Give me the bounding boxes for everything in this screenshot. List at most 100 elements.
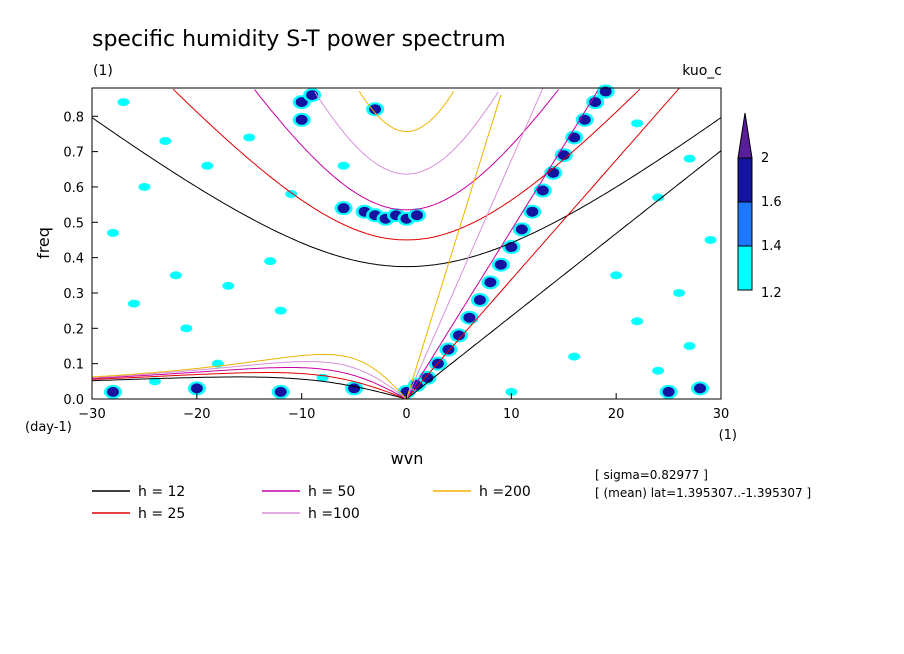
curve-ig-12 [91, 117, 722, 268]
shade-core [473, 295, 486, 306]
curve-ig-25 [172, 88, 641, 241]
shaded-contours [103, 84, 717, 399]
curve-rossby-12 [91, 376, 407, 400]
curve-rossby-200 [91, 353, 407, 400]
shade-core [578, 114, 591, 125]
shade-core [494, 259, 507, 270]
shade-core [507, 389, 515, 395]
y-axis: 0.0 0.1 0.2 0.3 0.4 0.5 0.6 0.7 0.8 [63, 110, 98, 408]
colorbar: 2 1.6 1.4 1.2 [737, 112, 782, 301]
shade-core [570, 354, 578, 360]
shade-core [410, 210, 423, 221]
colorbar-label: 1.2 [761, 286, 782, 301]
legend: h = 12 h = 25 h = 50 h =100 h =200 [92, 484, 531, 522]
shade-core [224, 283, 232, 289]
y-tick-label: 0.2 [63, 322, 84, 337]
shade-core [707, 237, 715, 243]
curve-rossby-100 [91, 361, 407, 400]
shade-core [319, 375, 327, 381]
legend-label: h =100 [308, 506, 360, 522]
x-tick-label: −20 [183, 407, 210, 422]
shade-core [686, 343, 694, 349]
chart-subtitle-right: kuo_c [682, 63, 722, 79]
x-tick-label: −30 [78, 407, 105, 422]
curve-kelvin-25 [406, 88, 680, 400]
shade-core [266, 258, 274, 264]
colorbar-label: 2 [761, 151, 769, 166]
curve-ig-100 [314, 91, 499, 175]
shade-core [295, 97, 308, 108]
x-tick-label: −10 [288, 407, 315, 422]
x-tick-label: 20 [608, 407, 625, 422]
y-tick-label: 0.5 [63, 216, 84, 231]
shade-core [568, 132, 581, 143]
curve-rossby-25 [91, 372, 407, 400]
y-tick-label: 0.4 [63, 252, 84, 267]
curve-kelvin-50 [406, 90, 599, 400]
x-tick-label: 10 [503, 407, 520, 422]
shade-core [277, 308, 285, 314]
shade-core [484, 277, 497, 288]
shade-core [295, 114, 308, 125]
x-tick-label: 0 [402, 407, 410, 422]
annotation-sigma: [ sigma=0.82977 ] [595, 468, 708, 482]
chart-subtitle-left: (1) [93, 63, 113, 79]
plot-background [92, 88, 721, 399]
shade-core [536, 185, 549, 196]
shade-core [557, 150, 570, 161]
curve-ig-200 [358, 91, 455, 133]
shade-core [599, 86, 612, 97]
colorbar-label: 1.6 [761, 195, 782, 210]
shade-core [203, 163, 211, 169]
y-tick-label: 0.6 [63, 181, 84, 196]
shade-core [675, 290, 683, 296]
shade-core [633, 318, 641, 324]
shade-core [421, 372, 434, 383]
shade-core [287, 191, 295, 197]
shade-core [463, 312, 476, 323]
shade-core [452, 330, 465, 341]
shade-core [505, 242, 518, 253]
legend-label: h = 25 [138, 506, 185, 522]
shade-core [109, 230, 117, 236]
y-tick-label: 0.7 [63, 146, 84, 161]
annotation-mean-lat: [ (mean) lat=1.395307..-1.395307 ] [595, 486, 811, 500]
shade-core [274, 386, 287, 397]
y-tick-label: 0.3 [63, 287, 84, 302]
colorbar-arrow [737, 112, 753, 159]
shade-core [633, 120, 641, 126]
plot-area: −30 −20 −10 0 10 20 30 0.00.10.20.30.40.50.60.… [63, 84, 729, 422]
shade-core [337, 203, 350, 214]
shade-core [694, 383, 707, 394]
shade-core [654, 368, 662, 374]
shade-core [526, 206, 539, 217]
shade-core [140, 184, 148, 190]
colorbar-label: 1.4 [761, 239, 782, 254]
y-units-label: (day-1) [25, 420, 72, 435]
shade-core [686, 156, 694, 162]
colorbar-segment [737, 245, 753, 291]
shade-core [515, 224, 528, 235]
shade-core [369, 104, 382, 115]
shade-core [130, 301, 138, 307]
shade-core [190, 383, 203, 394]
shade-core [151, 378, 159, 384]
shade-core [654, 195, 662, 201]
x-axis-label: wvn [391, 449, 424, 468]
shade-core [172, 272, 180, 278]
shade-core [106, 386, 119, 397]
shade-core [245, 134, 253, 140]
y-tick-label: 0.0 [63, 393, 84, 408]
shade-core [442, 344, 455, 355]
shade-core [182, 325, 190, 331]
legend-label: h =200 [479, 484, 531, 500]
legend-label: h = 12 [138, 484, 185, 500]
shade-core [340, 163, 348, 169]
x-axis: −30 −20 −10 0 10 20 30 [78, 393, 729, 422]
shade-core [161, 138, 169, 144]
curve-kelvin-200 [406, 94, 502, 400]
colorbar-segment [737, 201, 753, 247]
curve-rossby-50 [91, 367, 407, 400]
x-tick-label: 30 [713, 407, 730, 422]
